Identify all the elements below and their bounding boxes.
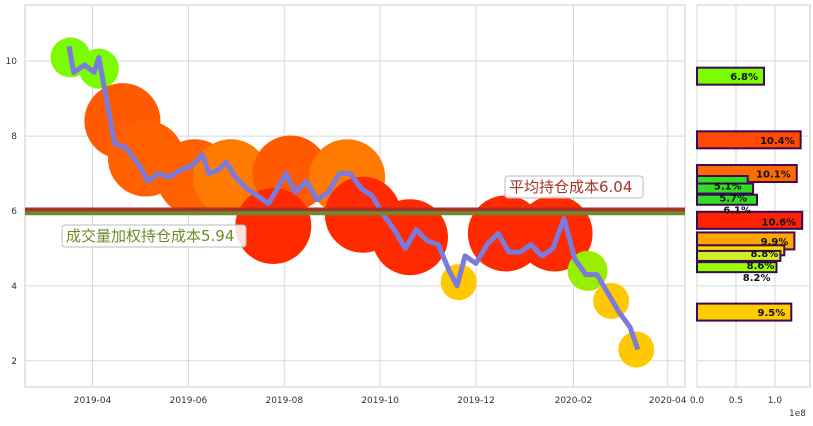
x-tick-label: 2019-06 (170, 396, 208, 406)
x-tick-label: 2019-12 (457, 396, 495, 406)
avg-cost-label-box (504, 175, 644, 199)
volume-bar-label: 10.1% (756, 170, 791, 181)
volume-bar-label: 6.1% (723, 206, 751, 217)
volume-bar-label: 8.6% (747, 261, 775, 272)
volume-bar-label: 9.9% (761, 237, 789, 248)
vwap-cost-label: 成交量加权持仓成本5.94 (66, 227, 234, 245)
y-tick-label: 4 (11, 282, 17, 292)
volume-bar-label: 5.7% (719, 194, 747, 205)
x-tick-label: 2019-08 (265, 396, 303, 406)
volume-bar (696, 182, 755, 195)
volume-bar (696, 261, 778, 274)
volume-bar (696, 249, 782, 262)
y-tick-label: 2 (11, 357, 17, 367)
x-tick-label: 2019-10 (361, 396, 399, 406)
y-tick-label: 10 (6, 57, 18, 67)
volume-bar-label: 8.2% (743, 273, 771, 284)
volume-offset-label: 1e8 (789, 409, 806, 419)
volume-bar (696, 193, 759, 206)
x-tick-label: 2020-02 (555, 396, 593, 406)
volume-bar (696, 210, 804, 230)
vwap-cost-label-box (61, 224, 247, 248)
x-tick-label: 2020-04 (649, 396, 687, 406)
price-line (66, 45, 641, 351)
volume-bar (696, 302, 793, 322)
volume-bar-label: 5.1% (714, 182, 742, 193)
volume-bars (696, 66, 804, 322)
y-tick-label: 8 (11, 132, 17, 142)
volume-bar (696, 130, 802, 150)
y-tick-label: 6 (11, 207, 17, 217)
volume-bar-label: 10.6% (762, 218, 797, 229)
volume-bar-label: 8.8% (751, 249, 779, 260)
volume-bar-label: 9.5% (758, 308, 786, 319)
volume-x-tick-label: 0.5 (729, 396, 743, 406)
volume-x-tick-label: 1.0 (768, 396, 783, 406)
volume-bar-label: 10.4% (760, 136, 795, 147)
volume-bar-labels: 6.8%10.4%10.1%5.1%5.7%6.1%10.6%9.9%8.8%8… (714, 72, 796, 319)
volume-bar (696, 66, 766, 86)
volume-bar-label: 6.8% (730, 72, 758, 83)
avg-cost-label: 平均持仓成本6.04 (509, 178, 632, 196)
volume-x-tick-label: 0.0 (690, 396, 705, 406)
x-tick-label: 2019-04 (74, 396, 112, 406)
volume-bubble (235, 187, 312, 264)
